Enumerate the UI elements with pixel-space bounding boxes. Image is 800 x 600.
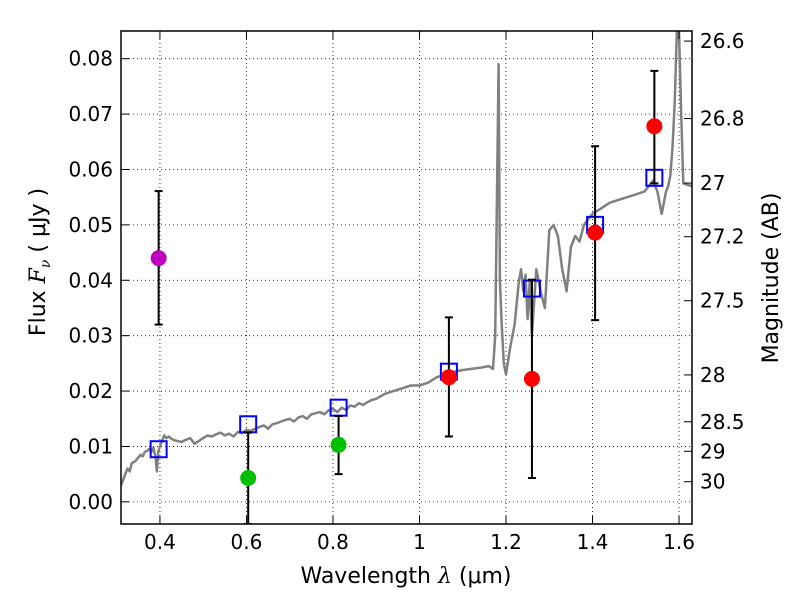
- y-tick-label: 0.03: [68, 324, 113, 348]
- y-tick-label: 0.02: [68, 379, 113, 403]
- x-tick-label: 1.4: [577, 530, 609, 554]
- y2-tick-label: 30: [700, 470, 725, 494]
- observed-point: [240, 470, 257, 487]
- y-tick-label: 0.07: [68, 102, 113, 126]
- y2-tick-label: 27.2: [700, 225, 745, 249]
- y2-tick-label: 26.8: [700, 107, 745, 131]
- y2-tick-label: 28: [700, 363, 725, 387]
- plot-area: [121, 31, 692, 524]
- y-axis-label: Flux Fν ( μJy ): [26, 188, 54, 336]
- model-photometry-square: [149, 440, 168, 459]
- x-tick-label: 0.4: [144, 530, 176, 554]
- y2-tick-label: 28.5: [700, 410, 745, 434]
- observed-point: [523, 370, 540, 387]
- y-tick-label: 0.05: [68, 213, 113, 237]
- observed-point: [150, 250, 167, 267]
- y2-tick-label: 27: [700, 171, 725, 195]
- ticks: 0.4 0.6 0.8 1 1.2 1.4 1.6 0.00 0.01 0.02 0.03 0.04 0…: [68, 29, 744, 554]
- observed-point: [646, 118, 663, 135]
- y2-tick-label: 27.5: [700, 289, 745, 313]
- x-axis-label: Wavelength λ (μm): [300, 564, 511, 589]
- y-tick-label: 0.08: [68, 47, 113, 71]
- y2-axis-label: Magnitude (AB): [759, 193, 784, 364]
- y2-tick-label: 26.6: [700, 29, 745, 53]
- x-tick-label: 1.2: [490, 530, 522, 554]
- observed-point: [587, 224, 604, 241]
- observed-point: [440, 369, 457, 386]
- model-sed-line: [121, 31, 692, 486]
- x-tick-label: 0.6: [231, 530, 263, 554]
- y2-tick-label: 29: [700, 439, 725, 463]
- y-tick-label: 0.04: [68, 268, 113, 292]
- x-tick-label: 1.6: [663, 530, 695, 554]
- y-tick-label: 0.06: [68, 157, 113, 181]
- y-tick-label: 0.01: [68, 434, 113, 458]
- axes-frame: [120, 30, 693, 525]
- x-tick-label: 1: [413, 530, 426, 554]
- axes-border: [120, 30, 693, 525]
- observed-point: [330, 436, 347, 453]
- y-tick-label: 0.00: [68, 490, 113, 514]
- x-tick-label: 0.8: [317, 530, 349, 554]
